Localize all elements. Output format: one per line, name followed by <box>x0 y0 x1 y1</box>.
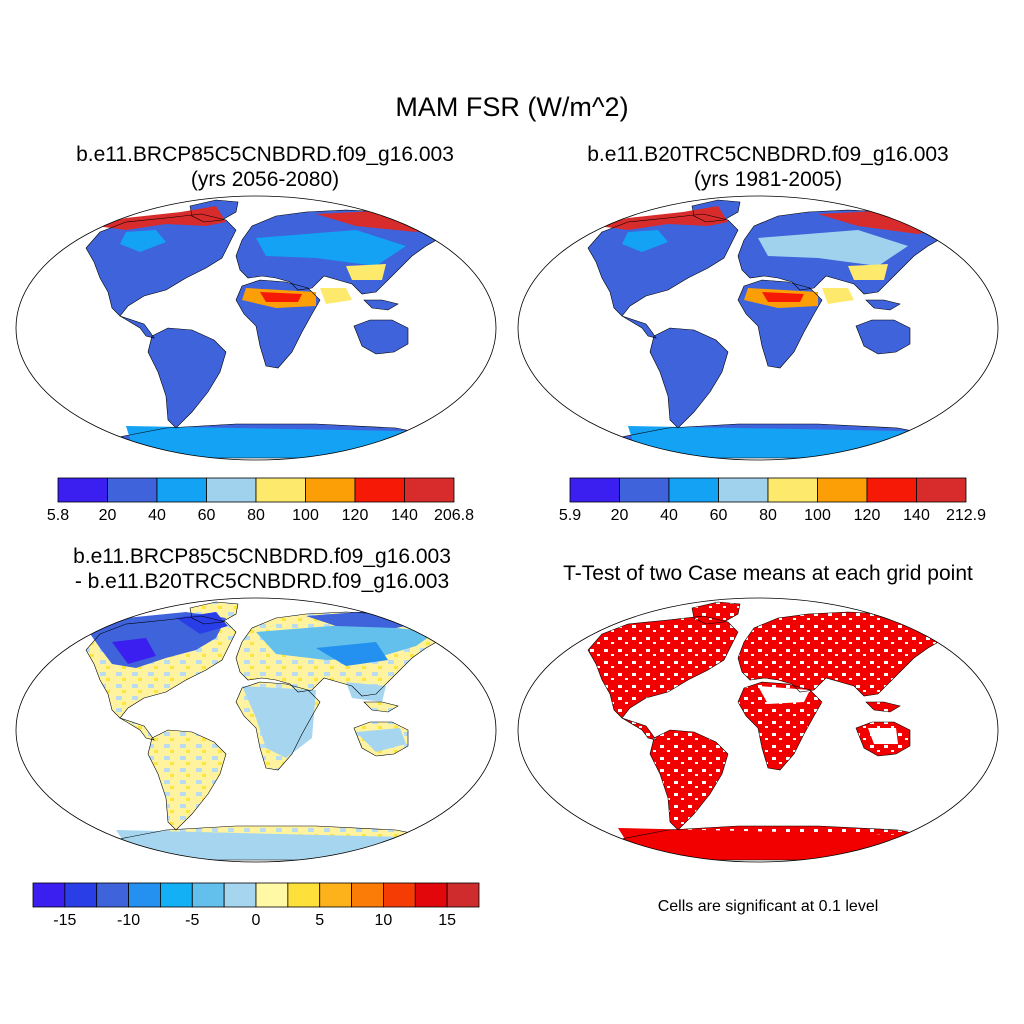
panel1-colorbar-tick-label: 60 <box>198 507 216 524</box>
panel4-map <box>587 601 953 861</box>
panel3-colorbar-swatch <box>383 882 416 908</box>
panel3-title: b.e11.BRCP85C5CNBDRD.f09_g16.003 - b.e11… <box>12 544 512 594</box>
panel1-colorbar-swatch <box>255 477 306 503</box>
panel3-colorbar-swatch <box>319 882 352 908</box>
panel2-colorbar-tick-label: 20 <box>611 507 629 524</box>
panel3-title-line2: - b.e11.B20TRC5CNBDRD.f09_g16.003 <box>74 570 450 593</box>
panel2-title-line1: b.e11.B20TRC5CNBDRD.f09_g16.003 <box>587 143 949 166</box>
panel2-colorbar-swatch <box>619 477 670 503</box>
panel2-colorbar-tick-label: 140 <box>903 507 930 524</box>
panel1-title-line1: b.e11.BRCP85C5CNBDRD.f09_g16.003 <box>76 143 454 166</box>
panel2-colorbar-tick-label: 5.9 <box>559 507 581 524</box>
panel1-colorbar-swatch <box>156 477 207 503</box>
panel2-colorbar-swatch <box>916 477 967 503</box>
panel2-colorbar-tick-label: 100 <box>804 507 831 524</box>
panel3-map-frame <box>15 597 497 863</box>
panel3-colorbar-swatch <box>96 882 129 908</box>
panel1-colorbar-tick-label: 140 <box>391 507 418 524</box>
panel3-colorbar-swatch <box>160 882 193 908</box>
panel2-map <box>587 199 958 459</box>
panel3-colorbar-swatch <box>223 882 257 908</box>
panel3-colorbar-swatch <box>255 882 289 908</box>
panel1-map-frame <box>15 195 497 461</box>
panel1-colorbar-tick-label: 20 <box>99 507 117 524</box>
panel3-colorbar-tick-label: 15 <box>438 912 456 929</box>
significance-note: Cells are significant at 0.1 level <box>657 898 879 915</box>
panel1-colorbar-swatch <box>57 477 108 503</box>
panel3-colorbar-tick-label: -15 <box>53 912 76 929</box>
panel3-colorbar-swatch <box>351 882 384 908</box>
panel2-colorbar-tick-label: 80 <box>759 507 777 524</box>
panel4-map-frame <box>517 597 999 863</box>
panel3-title-line1: b.e11.BRCP85C5CNBDRD.f09_g16.003 <box>73 545 451 568</box>
panel3-colorbar-swatch <box>414 882 448 908</box>
panel2-colorbar-tick-label: 120 <box>854 507 881 524</box>
panel1-colorbar-tick-label: 120 <box>342 507 369 524</box>
panel3-colorbar-swatch <box>32 882 66 908</box>
panel1-colorbar-tick-label: 40 <box>148 507 166 524</box>
panel3-colorbar-swatch <box>446 882 480 908</box>
panel2-colorbar-swatch <box>718 477 769 503</box>
panel1-title-line2: (yrs 2056-2080) <box>190 168 340 191</box>
panel1-map <box>85 199 456 459</box>
panel2-map-frame <box>517 195 999 461</box>
panel3-colorbar-tick-label: 5 <box>315 912 324 929</box>
panel3-colorbar-swatch <box>191 882 225 908</box>
panel1-colorbar-tick-label: 100 <box>292 507 319 524</box>
panel1-field <box>96 206 456 458</box>
panel2-colorbar-swatch <box>569 477 620 503</box>
panel2-colorbar-swatch <box>668 477 719 503</box>
panel1-colorbar-swatch <box>305 477 356 503</box>
panel1-colorbar-swatch <box>404 477 455 503</box>
panel3-colorbar-tick-label: -10 <box>117 912 140 929</box>
panel3-colorbar-swatch <box>64 882 98 908</box>
panel4-title: T-Test of two Case means at each grid po… <box>563 562 973 585</box>
figure-title: MAM FSR (W/m^2) <box>395 92 629 122</box>
panel1-colorbar-swatch <box>107 477 158 503</box>
panel3-colorbar-swatch <box>287 882 321 908</box>
panel2-colorbar-tick-label: 40 <box>660 507 678 524</box>
panel3-map <box>85 601 451 861</box>
panel1-title: b.e11.BRCP85C5CNBDRD.f09_g16.003 (yrs 20… <box>20 142 510 192</box>
panel3-colorbar-tick-label: -5 <box>185 912 199 929</box>
panel2-colorbar-tick-label: 60 <box>710 507 728 524</box>
panel3-colorbar-tick-label: 0 <box>252 912 261 929</box>
panel3-colorbar-tick-label: 10 <box>375 912 393 929</box>
panel1-colorbar-tick-label: 5.8 <box>47 507 69 524</box>
panel2-title-line2: (yrs 1981-2005) <box>693 168 843 191</box>
panel3-colorbar-swatch <box>128 882 161 908</box>
panel2-colorbar-swatch <box>866 477 917 503</box>
panel2-colorbar-swatch <box>767 477 818 503</box>
panel2-colorbar: 5.9 20 40 60 80 100 120 140 212.9 <box>559 477 986 524</box>
panel1-colorbar-tick-label: 80 <box>247 507 265 524</box>
panel2-title: b.e11.B20TRC5CNBDRD.f09_g16.003 (yrs 198… <box>520 142 1016 192</box>
panel3-colorbar: -15 -10 -5 0 5 10 15 <box>32 882 480 929</box>
panel1-colorbar-swatch <box>354 477 405 503</box>
panel2-colorbar-tick-label: 212.9 <box>946 507 986 524</box>
panel2-colorbar-swatch <box>817 477 868 503</box>
panel1-colorbar: 5.8 20 40 60 80 100 120 140 206.8 <box>47 477 474 524</box>
panel1-colorbar-swatch <box>206 477 257 503</box>
panel1-colorbar-tick-label: 206.8 <box>434 507 474 524</box>
